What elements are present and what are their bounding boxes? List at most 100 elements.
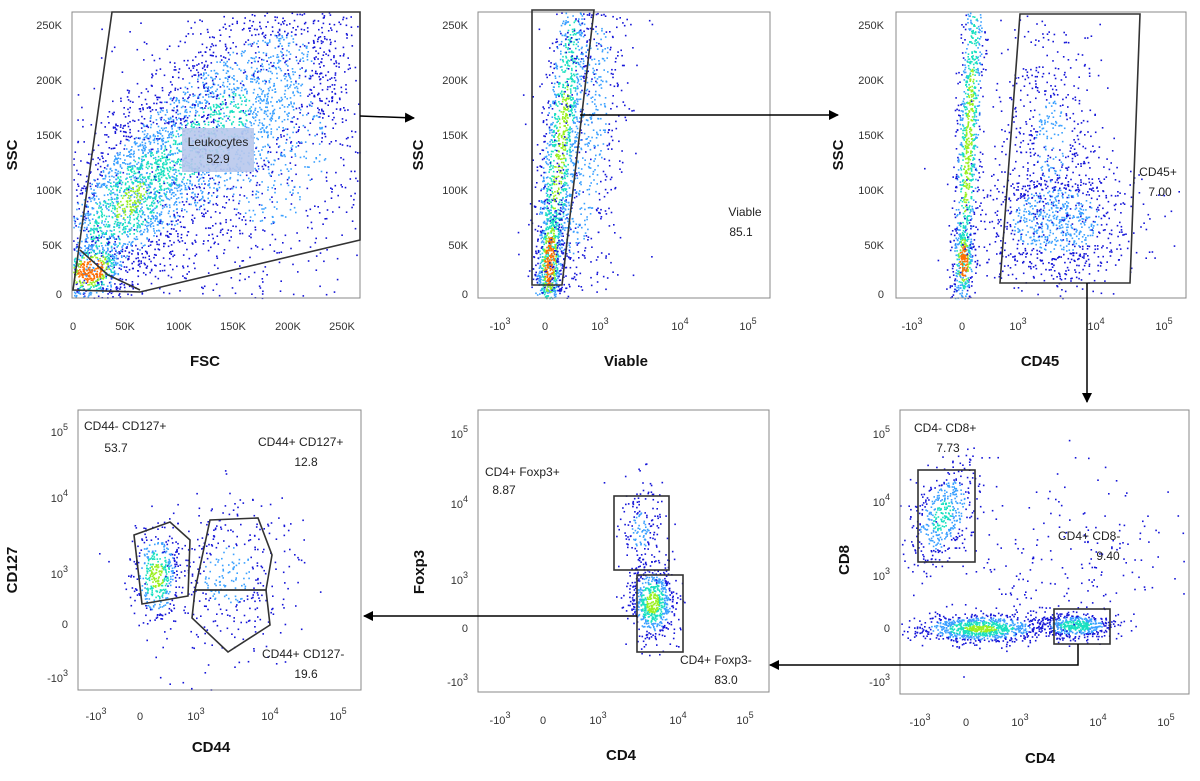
event-dot bbox=[175, 130, 178, 132]
event-dot bbox=[113, 223, 116, 225]
event-dot bbox=[89, 244, 92, 247]
event-dot bbox=[175, 230, 178, 232]
event-dot bbox=[276, 138, 278, 141]
event-dot bbox=[82, 266, 84, 268]
event-dot bbox=[119, 238, 121, 241]
event-dot bbox=[124, 211, 126, 214]
event-dot bbox=[550, 161, 552, 163]
event-dot bbox=[146, 207, 149, 209]
event-dot bbox=[333, 23, 336, 26]
event-dot bbox=[252, 92, 255, 94]
event-dot bbox=[225, 102, 227, 104]
event-dot bbox=[157, 148, 159, 150]
event-dot bbox=[90, 237, 93, 240]
event-dot bbox=[96, 288, 98, 291]
event-dot bbox=[113, 259, 116, 262]
event-dot bbox=[259, 106, 261, 109]
event-dot bbox=[223, 126, 225, 128]
event-dot bbox=[149, 107, 151, 109]
event-dot bbox=[267, 21, 269, 23]
event-dot bbox=[173, 164, 176, 167]
event-dot bbox=[194, 199, 197, 201]
event-dot bbox=[158, 196, 161, 198]
event-dot bbox=[302, 53, 305, 56]
event-dot bbox=[322, 117, 324, 119]
event-dot bbox=[227, 117, 229, 120]
event-dot bbox=[248, 113, 250, 116]
event-dot bbox=[140, 92, 143, 94]
event-dot bbox=[84, 271, 86, 274]
event-dot bbox=[184, 186, 187, 189]
event-dot bbox=[159, 178, 161, 181]
event-dot bbox=[89, 248, 91, 251]
event-dot bbox=[319, 112, 322, 115]
event-dot bbox=[210, 62, 213, 64]
event-dot bbox=[94, 192, 97, 194]
event-dot bbox=[284, 234, 287, 237]
event-dot bbox=[137, 260, 140, 263]
event-dot bbox=[169, 61, 171, 64]
event-dot bbox=[313, 42, 315, 44]
event-dot bbox=[206, 28, 209, 31]
event-dot bbox=[331, 119, 334, 121]
event-dot bbox=[288, 112, 290, 114]
event-dot bbox=[102, 171, 105, 173]
event-dot bbox=[116, 160, 119, 163]
event-dot bbox=[161, 204, 164, 207]
event-dot bbox=[118, 221, 120, 224]
event-dot bbox=[324, 135, 327, 138]
event-dot bbox=[191, 86, 193, 88]
event-dot bbox=[83, 141, 85, 143]
event-dot bbox=[206, 171, 208, 174]
event-dot bbox=[123, 107, 125, 109]
event-dot bbox=[103, 233, 106, 235]
event-dot bbox=[186, 64, 188, 66]
event-dot bbox=[118, 213, 121, 216]
event-dot bbox=[296, 90, 299, 93]
event-dot bbox=[264, 207, 267, 209]
event-dot bbox=[128, 285, 131, 288]
event-dot bbox=[113, 255, 116, 258]
event-dot bbox=[97, 184, 99, 187]
event-dot bbox=[76, 246, 78, 248]
event-dot bbox=[96, 212, 98, 215]
event-dot bbox=[134, 143, 137, 146]
event-dot bbox=[556, 140, 558, 142]
event-dot bbox=[322, 110, 325, 113]
event-dot bbox=[218, 181, 220, 184]
event-dot bbox=[109, 185, 112, 187]
event-dot bbox=[133, 210, 136, 213]
event-dot bbox=[208, 201, 211, 204]
event-dot bbox=[572, 79, 574, 81]
event-dot bbox=[171, 192, 174, 194]
event-dot bbox=[198, 208, 201, 211]
event-dot bbox=[315, 269, 318, 271]
event-dot bbox=[93, 274, 95, 277]
event-dot bbox=[79, 279, 81, 282]
event-dot bbox=[104, 257, 107, 260]
event-dot bbox=[74, 258, 77, 260]
event-dot bbox=[93, 232, 95, 234]
event-dot bbox=[351, 130, 353, 133]
event-dot bbox=[334, 184, 337, 187]
event-dot bbox=[115, 185, 117, 188]
event-dot bbox=[139, 174, 142, 176]
event-dot bbox=[287, 184, 290, 187]
event-dot bbox=[107, 237, 110, 240]
event-dot bbox=[292, 293, 295, 296]
event-dot bbox=[255, 158, 257, 160]
event-dot bbox=[132, 153, 134, 156]
event-dot bbox=[129, 219, 131, 221]
event-dot bbox=[181, 180, 183, 183]
event-dot bbox=[355, 177, 357, 180]
event-dot bbox=[87, 263, 90, 265]
event-dot bbox=[115, 250, 117, 252]
event-dot bbox=[119, 126, 122, 128]
event-dot bbox=[112, 212, 115, 214]
event-dot bbox=[304, 126, 306, 129]
event-dot bbox=[152, 133, 155, 136]
event-dot bbox=[550, 124, 552, 126]
event-dot bbox=[281, 104, 284, 106]
event-dot bbox=[116, 181, 119, 184]
event-dot bbox=[173, 214, 176, 217]
